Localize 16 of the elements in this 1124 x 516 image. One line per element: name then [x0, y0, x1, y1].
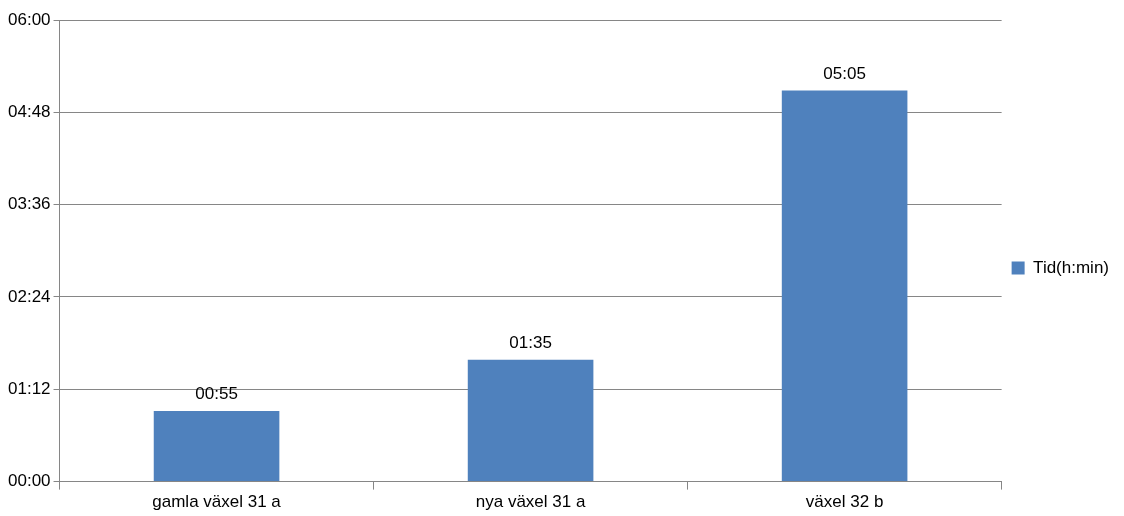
data-label: 05:05 [823, 63, 866, 83]
bar [467, 359, 594, 482]
y-tick-label: 06:00 [7, 9, 51, 29]
x-tick-label: nya växel 31 a [475, 492, 586, 512]
data-label: 00:55 [195, 384, 238, 404]
x-tick-label: växel 32 b [805, 492, 884, 512]
x-tick-label: gamla växel 31 a [152, 492, 282, 512]
bar [781, 90, 908, 482]
y-tick-label: 04:48 [7, 102, 51, 122]
legend-label: Tid(h:min) [1033, 257, 1110, 277]
data-label: 01:35 [509, 333, 552, 352]
y-tick-label: 03:36 [7, 194, 51, 214]
bar [153, 411, 280, 482]
y-tick-label: 00:00 [7, 471, 51, 491]
y-tick-label: 01:12 [7, 378, 51, 398]
y-tick-label: 02:24 [7, 286, 51, 306]
